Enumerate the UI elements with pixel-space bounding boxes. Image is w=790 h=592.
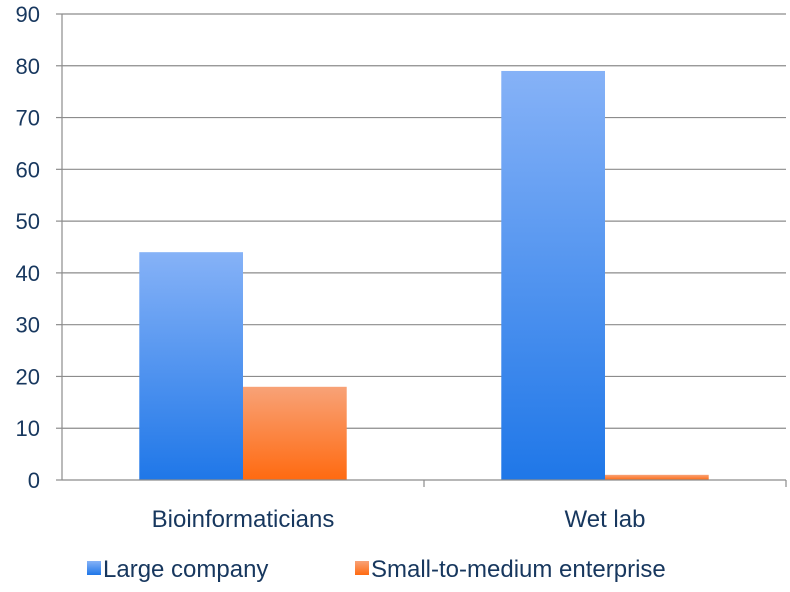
y-tick-label: 60 xyxy=(16,157,40,182)
y-tick-label: 10 xyxy=(16,416,40,441)
legend: Large company Small-to-medium enterprise xyxy=(87,556,666,583)
axes: 0 10 20 30 40 50 60 70 80 90 Bioinformaticians Wet … xyxy=(16,2,787,533)
legend-swatch xyxy=(355,561,369,575)
y-tick-label: 0 xyxy=(28,468,40,493)
y-tick-label: 20 xyxy=(16,364,40,389)
bars xyxy=(139,70,709,480)
bar-large-company-0 xyxy=(139,252,243,480)
y-tick-label: 90 xyxy=(16,2,40,27)
x-tick-label: Wet lab xyxy=(565,506,646,533)
bar-large-company-1 xyxy=(501,70,605,480)
y-tick-label: 50 xyxy=(16,209,40,234)
legend-swatch xyxy=(87,561,101,575)
bar-sme-1 xyxy=(605,474,709,480)
y-tick-label: 80 xyxy=(16,54,40,79)
y-tick-label: 40 xyxy=(16,261,40,286)
y-tick-label: 30 xyxy=(16,313,40,338)
x-tick-label: Bioinformaticians xyxy=(152,506,335,533)
legend-label: Large company xyxy=(103,556,268,583)
bar-sme-0 xyxy=(243,386,347,480)
legend-label: Small-to-medium enterprise xyxy=(371,556,666,583)
y-tick-label: 70 xyxy=(16,106,40,131)
